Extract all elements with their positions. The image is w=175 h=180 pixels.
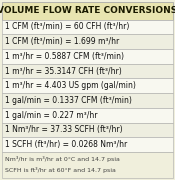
Bar — [2, 2, 173, 19]
Bar — [2, 123, 173, 137]
Bar — [2, 78, 173, 93]
Bar — [2, 93, 173, 108]
Text: 1 CFM (ft³/min) = 60 CFH (ft³/hr): 1 CFM (ft³/min) = 60 CFH (ft³/hr) — [5, 22, 129, 31]
Bar — [2, 152, 173, 178]
Text: SCFH is ft³/hr at 60°F and 14.7 psia: SCFH is ft³/hr at 60°F and 14.7 psia — [5, 167, 116, 173]
Text: 1 CFM (ft³/min) = 1.699 m³/hr: 1 CFM (ft³/min) = 1.699 m³/hr — [5, 37, 119, 46]
Text: 1 m³/hr = 4.403 US gpm (gal/min): 1 m³/hr = 4.403 US gpm (gal/min) — [5, 81, 136, 90]
Bar — [2, 34, 173, 49]
Text: 1 Nm³/hr = 37.33 SCFH (ft³/hr): 1 Nm³/hr = 37.33 SCFH (ft³/hr) — [5, 125, 123, 134]
Bar — [2, 19, 173, 34]
Bar — [2, 49, 173, 64]
Bar — [2, 108, 173, 123]
Text: Nm³/hr is m³/hr at 0°C and 14.7 psia: Nm³/hr is m³/hr at 0°C and 14.7 psia — [5, 156, 120, 162]
Bar — [2, 137, 173, 152]
Text: 1 SCFH (ft³/hr) = 0.0268 Nm³/hr: 1 SCFH (ft³/hr) = 0.0268 Nm³/hr — [5, 140, 127, 149]
Bar — [2, 64, 173, 78]
Text: 1 m³/hr = 0.5887 CFM (ft³/min): 1 m³/hr = 0.5887 CFM (ft³/min) — [5, 52, 124, 61]
Text: 1 gal/min = 0.1337 CFM (ft³/min): 1 gal/min = 0.1337 CFM (ft³/min) — [5, 96, 132, 105]
Text: VOLUME FLOW RATE CONVERSIONS: VOLUME FLOW RATE CONVERSIONS — [0, 6, 175, 15]
Text: 1 m³/hr = 35.3147 CFH (ft³/hr): 1 m³/hr = 35.3147 CFH (ft³/hr) — [5, 67, 122, 76]
Text: 1 gal/min = 0.227 m³/hr: 1 gal/min = 0.227 m³/hr — [5, 111, 97, 120]
